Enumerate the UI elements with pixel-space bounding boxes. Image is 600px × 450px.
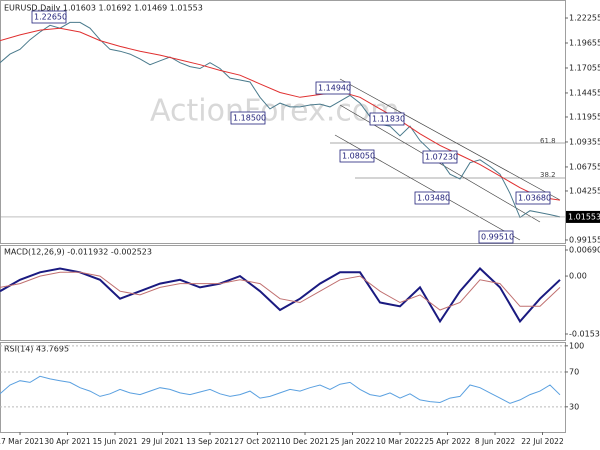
annotation: 1.03480 [417, 194, 450, 203]
y-tick-label: 30 [569, 402, 579, 411]
annotation-box [422, 150, 458, 164]
series-line [0, 267, 561, 324]
price-panel [0, 0, 566, 244]
y-tick-label: 1.14455 [569, 88, 600, 97]
x-tick-label: 25 Jan 2022 [330, 437, 375, 446]
y-tick-label: 0.006906 [569, 245, 600, 254]
x-tick-label: 25 Apr 2022 [424, 437, 471, 446]
price-title: EURUSD,Daily 1.01603 1.01692 1.01469 1.0… [4, 4, 203, 13]
series-line [0, 27, 561, 201]
last-price-label: 1.01553 [568, 212, 600, 221]
macd-title: MACD(12,26,9) -0.011932 -0.002523 [4, 248, 152, 257]
y-tick-label: 1.06755 [569, 162, 600, 171]
annotation-box [339, 149, 375, 163]
y-tick-label: 100 [569, 341, 584, 350]
x-tick-label: 17 Mar 2021 [0, 437, 44, 446]
annotation: 1.22650 [34, 13, 67, 22]
x-tick-label: 29 Jul 2021 [141, 437, 184, 446]
annotation-box [478, 230, 514, 244]
annotation: 1.14940 [318, 84, 351, 93]
y-tick-label: 1.17055 [569, 63, 600, 72]
macd-panel [0, 245, 566, 341]
annotation-box [230, 111, 266, 125]
rsi-panel [0, 342, 566, 433]
y-tick-label: 1.22255 [569, 14, 600, 23]
y-tick-label: 1.09355 [569, 137, 600, 146]
annotation-box [369, 112, 405, 126]
watermark: ActionForex.com [150, 94, 399, 129]
series-line [0, 375, 561, 404]
y-tick-label: -0.015348 [569, 329, 600, 338]
last-price-box [566, 210, 600, 223]
rsi-title: RSI(14) 43.7695 [4, 345, 69, 354]
annotation-box [414, 191, 450, 205]
x-tick-label: 27 Oct 2021 [234, 437, 281, 446]
channel-line [339, 78, 561, 201]
annotation: 1.08050 [342, 152, 375, 161]
y-tick-label: 1.11955 [569, 112, 600, 121]
annotation-box [31, 10, 67, 24]
y-tick-label: 0.99155 [569, 235, 600, 244]
annotation-box [315, 81, 351, 95]
annotation: 1.11830 [372, 115, 405, 124]
x-tick-label: 30 Apr 2021 [44, 437, 91, 446]
annotation: 61.8 [540, 137, 556, 145]
x-tick-label: 8 Jun 2022 [475, 437, 516, 446]
x-tick-label: 10 Dec 2021 [281, 437, 329, 446]
annotation: 1.03680 [518, 194, 551, 203]
series-line [0, 21, 561, 219]
x-tick-label: 10 Mar 2022 [376, 437, 424, 446]
x-tick-label: 15 Jun 2021 [92, 437, 137, 446]
x-tick-label: 22 Jul 2022 [521, 437, 564, 446]
series-line [0, 271, 561, 311]
annotation: 1.07230 [425, 153, 458, 162]
y-tick-label: 1.04255 [569, 186, 600, 195]
y-tick-label: 1.19655 [569, 38, 600, 47]
annotation-box [515, 191, 551, 205]
x-tick-label: 13 Sep 2021 [186, 437, 234, 446]
annotation: 0.99510 [481, 233, 514, 242]
annotation: 38.2 [540, 171, 556, 179]
y-tick-label: 70 [569, 367, 579, 376]
annotation: 1.18500 [233, 114, 266, 123]
y-tick-label: 0.00 [569, 272, 587, 281]
